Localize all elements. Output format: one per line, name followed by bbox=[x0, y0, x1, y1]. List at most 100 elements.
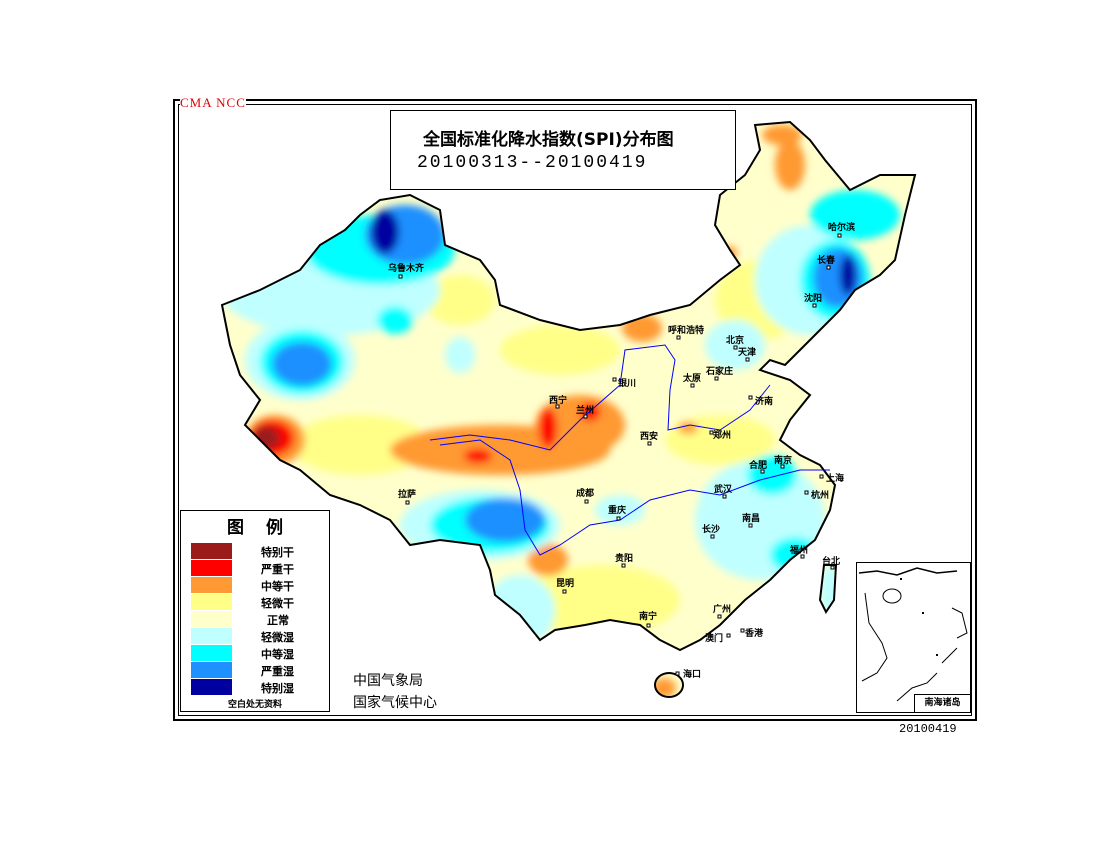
legend-swatch bbox=[191, 577, 232, 593]
legend-item: 正常 bbox=[191, 611, 321, 627]
title-box: 全国标准化降水指数(SPI)分布图 20100313--20100419 bbox=[390, 110, 736, 190]
city-label: 北京 bbox=[726, 334, 744, 346]
city-label: 广州 bbox=[713, 603, 731, 615]
city-label: 武汉 bbox=[714, 483, 733, 495]
legend-swatch bbox=[191, 560, 232, 576]
legend-item: 特别湿 bbox=[191, 679, 321, 695]
city-label: 上海 bbox=[826, 472, 844, 484]
region-moderate-dry bbox=[762, 125, 802, 145]
map-period: 20100313--20100419 bbox=[417, 153, 648, 173]
city-label: 澳门 bbox=[705, 632, 723, 644]
legend-swatch bbox=[191, 611, 232, 627]
city-label: 香港 bbox=[744, 627, 764, 639]
region-moderate-wet bbox=[445, 337, 475, 373]
region-severe-wet bbox=[272, 342, 332, 386]
city-label: 西安 bbox=[640, 430, 658, 442]
region-moderate-dry bbox=[678, 422, 698, 434]
city-label: 沈阳 bbox=[804, 292, 822, 304]
legend-swatch bbox=[191, 628, 232, 644]
yangtze-river bbox=[439, 439, 830, 556]
region-extreme-wet bbox=[371, 210, 399, 254]
city-label: 合肥 bbox=[749, 459, 767, 471]
legend-label: 特别干 bbox=[261, 546, 294, 559]
region-light-dry bbox=[520, 565, 680, 635]
city-label: 南京 bbox=[774, 454, 792, 466]
region-moderate-wet bbox=[377, 306, 413, 334]
region-severe-dry bbox=[464, 449, 492, 463]
city-label: 海口 bbox=[683, 668, 701, 680]
rivers bbox=[429, 344, 830, 556]
legend-swatch bbox=[191, 662, 232, 678]
region-severe-dry bbox=[539, 408, 557, 448]
map-inner-frame bbox=[178, 104, 972, 716]
city-label: 昆明 bbox=[556, 578, 574, 589]
city-label: 台北 bbox=[822, 555, 840, 567]
city-label: 福州 bbox=[789, 544, 808, 556]
legend-item: 严重干 bbox=[191, 560, 321, 576]
region-light-dry bbox=[290, 415, 430, 475]
region-light-wet bbox=[485, 575, 555, 645]
city-label: 成都 bbox=[576, 487, 594, 499]
region-moderate-wet bbox=[810, 190, 900, 240]
legend-label: 轻微湿 bbox=[261, 631, 294, 644]
legend-item: 严重湿 bbox=[191, 662, 321, 678]
region-moderate-dry bbox=[535, 395, 625, 455]
inset-label: 南海诸岛 bbox=[914, 694, 970, 712]
legend-swatch bbox=[191, 645, 232, 661]
map-title: 全国标准化降水指数(SPI)分布图 bbox=[423, 130, 674, 150]
region-extreme-wet bbox=[840, 255, 856, 295]
legend-swatch bbox=[191, 543, 232, 559]
legend-item: 中等干 bbox=[191, 577, 321, 593]
city-label: 拉萨 bbox=[398, 488, 416, 500]
city-label: 南宁 bbox=[639, 610, 657, 622]
region-moderate-dry bbox=[775, 140, 805, 190]
city-label: 乌鲁木齐 bbox=[388, 262, 425, 274]
south-china-sea-inset: 南海诸岛 bbox=[856, 562, 971, 713]
inset-map bbox=[858, 567, 968, 702]
legend-label: 中等湿 bbox=[261, 648, 294, 661]
legend-item: 特别干 bbox=[191, 543, 321, 559]
organization-line1: 中国气象局 bbox=[353, 673, 423, 689]
city-label: 天津 bbox=[738, 346, 756, 358]
legend-item: 轻微干 bbox=[191, 594, 321, 610]
legend-label: 严重干 bbox=[261, 563, 294, 576]
region-light-dry bbox=[425, 275, 495, 325]
legend-label: 轻微干 bbox=[261, 597, 294, 610]
legend-item: 中等湿 bbox=[191, 645, 321, 661]
region-light-wet bbox=[595, 495, 645, 525]
city-label: 石家庄 bbox=[705, 365, 733, 377]
city-label: 西宁 bbox=[549, 394, 567, 406]
legend-title: 图例 bbox=[227, 518, 305, 538]
city-label: 兰州 bbox=[576, 404, 594, 416]
legend-label: 严重湿 bbox=[261, 665, 294, 678]
city-label: 银川 bbox=[618, 377, 636, 389]
city-label: 长沙 bbox=[702, 523, 720, 535]
city-markers bbox=[398, 233, 842, 676]
city-label: 济南 bbox=[755, 395, 773, 407]
city-label: 郑州 bbox=[713, 429, 731, 441]
legend-note: 空白处无资料 bbox=[227, 700, 282, 710]
city-label: 贵阳 bbox=[615, 552, 633, 564]
organization-line2: 国家气候中心 bbox=[353, 695, 437, 711]
date-stamp: 20100419 bbox=[899, 722, 957, 736]
city-label: 南昌 bbox=[742, 512, 760, 524]
region-severe-wet bbox=[465, 498, 545, 542]
city-labels: 乌鲁木齐 哈尔滨 长春 沈阳 呼和浩特 北京 天津 石家庄 太原 济南 银川 西… bbox=[388, 221, 855, 680]
city-label: 长春 bbox=[817, 254, 836, 266]
legend-swatch bbox=[191, 679, 232, 695]
yellow-river bbox=[429, 344, 771, 451]
legend-label: 正常 bbox=[267, 614, 289, 627]
legend-item: 轻微湿 bbox=[191, 628, 321, 644]
city-label: 太原 bbox=[682, 372, 701, 384]
city-label: 哈尔滨 bbox=[828, 221, 855, 233]
city-label: 重庆 bbox=[608, 504, 626, 516]
region-light-dry bbox=[500, 325, 620, 375]
legend-label: 特别湿 bbox=[261, 682, 294, 695]
city-label: 呼和浩特 bbox=[668, 324, 704, 336]
region-light-wet bbox=[705, 320, 765, 370]
legend: 图例 特别干 严重干 中等干 轻微干 正常 轻微湿 中等湿 严重湿 特别湿 空白… bbox=[180, 510, 330, 712]
legend-label: 中等干 bbox=[261, 580, 294, 593]
legend-swatch bbox=[191, 594, 232, 610]
agency-tag: CMA NCC bbox=[180, 95, 246, 110]
